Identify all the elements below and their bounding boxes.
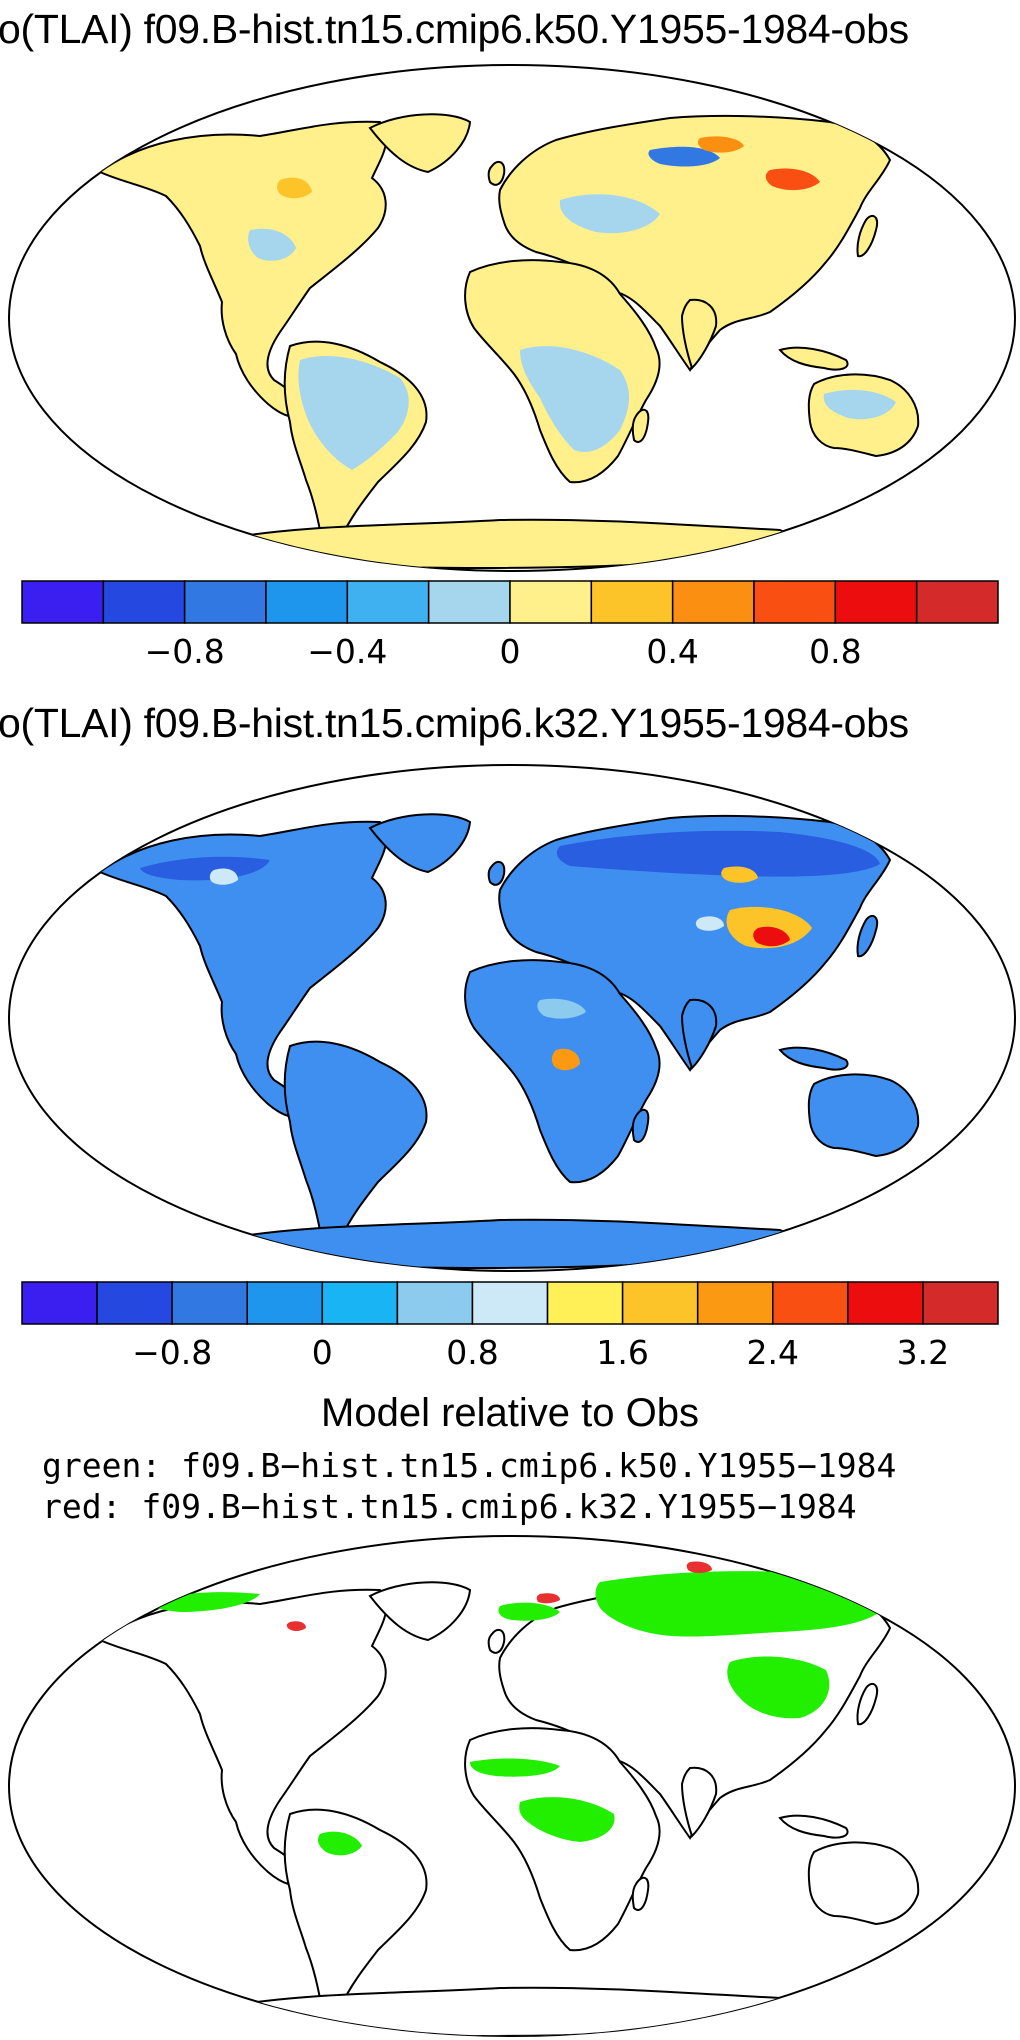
cbar1-swatch — [265, 580, 349, 624]
panel2-colorbar: −0.8 0 0.8 1.6 2.4 3.2 — [21, 1281, 999, 1372]
cbar1-swatch — [915, 580, 999, 624]
patch-africa-hot — [551, 1048, 580, 1071]
patch-siberia-blue — [648, 146, 720, 167]
cbar1-swatch — [21, 580, 105, 624]
cbar2-swatch — [621, 1281, 699, 1325]
green-south-america — [318, 1831, 362, 1856]
cbar2-swatch — [96, 1281, 173, 1325]
patch-us-east-blue — [248, 228, 296, 261]
green-china — [727, 1656, 830, 1719]
cbar2-swatch — [847, 1281, 924, 1325]
cbar2-swatch — [922, 1281, 999, 1325]
cbar1-swatch — [183, 580, 267, 624]
cbar2-swatch — [21, 1281, 98, 1325]
panel3-title: Model relative to Obs — [321, 1391, 699, 1435]
patch-asia-blue — [559, 194, 660, 234]
panel1-map — [8, 64, 1016, 572]
cbar2-swatch — [471, 1281, 549, 1325]
cbar2-swatch — [171, 1281, 248, 1325]
patch-africa-light — [537, 998, 586, 1019]
cbar1-swatch — [590, 580, 674, 624]
cbar2-tick-label: −0.8 — [132, 1333, 212, 1372]
cbar1-tick-label: −0.8 — [145, 632, 225, 671]
cbar2-swatch — [396, 1281, 474, 1325]
cbar1-swatch — [671, 580, 755, 624]
cbar2-swatch — [772, 1281, 849, 1325]
patch-south-america-blue — [298, 356, 409, 470]
patch-eurasia-dark — [556, 830, 880, 877]
cbar2-tick-label: 3.2 — [897, 1333, 949, 1372]
panel2-title: o(TLAI) f09.B-hist.tn15.cmip6.k32.Y1955-… — [0, 700, 909, 746]
legend-red-label: red: f09.B−hist.tn15.cmip6.k32.Y1955−198… — [42, 1487, 857, 1526]
green-africa-north — [470, 1758, 560, 1777]
patch-siberia-orange — [697, 136, 744, 153]
cbar1-swatch — [834, 580, 918, 624]
cbar2-swatch — [246, 1281, 324, 1325]
cbar2-swatch — [696, 1281, 774, 1325]
patch-china-light — [695, 916, 724, 931]
cbar2-tick-label: 0.8 — [446, 1333, 498, 1372]
panel1-colorbar: −0.8 −0.4 0 0.4 0.8 — [21, 580, 999, 671]
cbar2-tick-label: 0 — [312, 1333, 333, 1372]
cbar1-tick-label: 0 — [500, 632, 521, 671]
cbar1-swatch — [102, 580, 186, 624]
cbar1-tick-label: 0.8 — [809, 632, 861, 671]
cbar1-swatch — [753, 580, 837, 624]
panel1-title: o(TLAI) f09.B-hist.tn15.cmip6.k50.Y1955-… — [0, 6, 909, 52]
patch-mongolia-hot — [721, 866, 758, 883]
patch-australia-blue — [823, 389, 896, 420]
patch-canada-orange — [277, 177, 312, 199]
green-siberia — [595, 1571, 882, 1637]
patch-africa-blue — [520, 346, 630, 452]
cbar1-swatch — [346, 580, 430, 624]
cbar1-tick-label: 0.4 — [646, 632, 698, 671]
legend-green-label: green: f09.B−hist.tn15.cmip6.k50.Y1955−1… — [42, 1446, 897, 1485]
cbar1-swatch — [427, 580, 511, 624]
patch-tibet-red — [753, 926, 790, 947]
red-canada — [286, 1621, 306, 1631]
red-europe — [536, 1593, 560, 1604]
red-siberia — [686, 1561, 712, 1573]
panel2-map — [8, 764, 1016, 1272]
cbar1-tick-label: −0.4 — [307, 632, 387, 671]
patch-siberia-red — [765, 168, 820, 191]
cbar2-tick-label: 2.4 — [747, 1333, 799, 1372]
green-africa — [519, 1797, 615, 1842]
patch-canada-dark — [140, 856, 270, 881]
cbar2-tick-label: 1.6 — [596, 1333, 648, 1372]
cbar2-swatch — [546, 1281, 624, 1325]
green-europe — [498, 1602, 560, 1621]
cbar2-swatch — [321, 1281, 399, 1325]
cbar1-swatch — [509, 580, 593, 624]
patch-canada-light — [209, 868, 238, 885]
panel3-map — [8, 1535, 1016, 2037]
